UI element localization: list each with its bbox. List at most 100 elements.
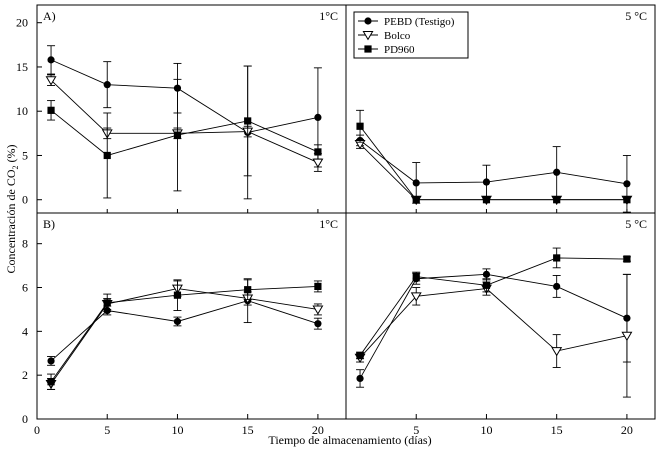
x-tick-label: 5: [104, 423, 110, 437]
data-point: [103, 299, 111, 307]
data-point: [47, 106, 55, 114]
legend: PEBD (Testigo) Bolco PD960: [353, 11, 469, 59]
x-tick-label: 5: [413, 423, 419, 437]
chart-b-5c: 5 10 15 20 5 °C: [345, 212, 656, 437]
series-pd960: [47, 279, 322, 390]
data-point: [47, 56, 55, 64]
x-tick-label: 15: [242, 423, 254, 437]
x-tick-label: 20: [621, 423, 633, 437]
data-point: [356, 122, 364, 130]
y-tick-label: 5: [22, 148, 28, 162]
y-axis-title-group: Concentración de CO2 (%): [4, 145, 20, 274]
data-point: [553, 282, 561, 291]
data-point: [312, 305, 324, 315]
temperature-label: 5 °C: [625, 217, 647, 231]
chart-a-5c: 5 °C PEBD (Testigo) Bolco PD960: [345, 4, 656, 214]
data-point: [410, 292, 422, 302]
legend-marker: [362, 31, 374, 41]
series-pd960: [356, 247, 631, 360]
series-line: [50, 285, 318, 383]
legend-marker: [364, 17, 372, 25]
y-tick-label: 20: [16, 16, 28, 30]
series-line: [359, 140, 627, 185]
data-point: [412, 179, 420, 187]
data-point: [412, 196, 420, 204]
data-point: [412, 272, 420, 281]
panel-frame: [36, 212, 347, 420]
series-bolco: [354, 139, 633, 206]
data-point: [47, 378, 55, 386]
data-point: [356, 374, 364, 383]
panel-label: B): [43, 217, 55, 231]
series-bolco: [45, 74, 324, 172]
data-point: [314, 113, 322, 122]
data-point: [173, 291, 182, 299]
x-tick-label: 10: [480, 423, 492, 437]
data-point: [314, 148, 322, 156]
series-pebd-testigo: [47, 278, 322, 366]
series-line: [359, 125, 627, 201]
data-point: [482, 196, 491, 204]
chart-b-1c: 0 2 4 6 8 0 5 10 15 20 B) 1°C: [22, 212, 347, 437]
data-point: [103, 151, 111, 160]
data-point: [244, 286, 252, 294]
data-point: [623, 196, 631, 204]
data-point: [314, 282, 322, 291]
panel-frame: [36, 4, 347, 214]
chart-a-1c: 0 5 10 15 20 A) 1°C: [16, 4, 347, 214]
y-tick-label: 0: [22, 412, 28, 426]
series-pebd-testigo: [47, 45, 322, 200]
y-tick-label: 15: [16, 60, 28, 74]
x-tick-label: 20: [312, 423, 324, 437]
data-point: [553, 254, 561, 262]
data-point: [314, 320, 322, 328]
data-point: [356, 351, 364, 360]
legend-label: PEBD (Testigo): [384, 16, 455, 28]
series-bolco: [354, 273, 633, 398]
series-pd960: [47, 65, 322, 199]
data-point: [482, 178, 491, 186]
panel-frame: [345, 212, 656, 420]
y-axis-title: Concentración de CO2 (%): [4, 145, 20, 274]
series-line: [359, 143, 627, 201]
temperature-label: 5 °C: [625, 9, 647, 23]
temperature-label: 1°C: [319, 217, 338, 231]
legend-label: PD960: [384, 44, 415, 56]
series-pebd-testigo: [356, 268, 631, 388]
legend-label: Bolco: [384, 30, 411, 42]
y-tick-label: 0: [22, 193, 28, 207]
data-point: [553, 168, 561, 176]
data-point: [482, 281, 491, 289]
y-tick-label: 6: [22, 281, 28, 295]
data-point: [621, 331, 633, 342]
x-tick-label: 15: [551, 423, 563, 437]
series-line: [50, 288, 318, 385]
series-pebd-testigo: [356, 134, 631, 213]
y-tick-label: 4: [22, 324, 28, 338]
series-pd960: [356, 109, 631, 204]
y-tick-label: 10: [16, 104, 28, 118]
data-point: [244, 117, 252, 125]
data-point: [623, 180, 631, 188]
data-point: [47, 357, 55, 365]
data-point: [623, 255, 631, 263]
series-bolco: [45, 280, 324, 390]
data-point: [482, 270, 491, 278]
series-line: [359, 273, 628, 379]
panel-label: A): [43, 9, 56, 23]
y-tick-label: 2: [22, 368, 28, 382]
data-point: [312, 158, 324, 168]
data-point: [551, 347, 563, 357]
data-point: [173, 317, 182, 326]
temperature-label: 1°C: [319, 9, 338, 23]
series-line: [50, 300, 319, 362]
data-point: [173, 131, 182, 139]
x-axis-title: Tiempo de almacenamiento (días): [268, 433, 431, 447]
data-point: [553, 196, 561, 204]
x-tick-label: 0: [34, 423, 40, 437]
data-point: [45, 76, 57, 86]
y-tick-label: 8: [22, 237, 28, 251]
series-line: [50, 59, 319, 133]
